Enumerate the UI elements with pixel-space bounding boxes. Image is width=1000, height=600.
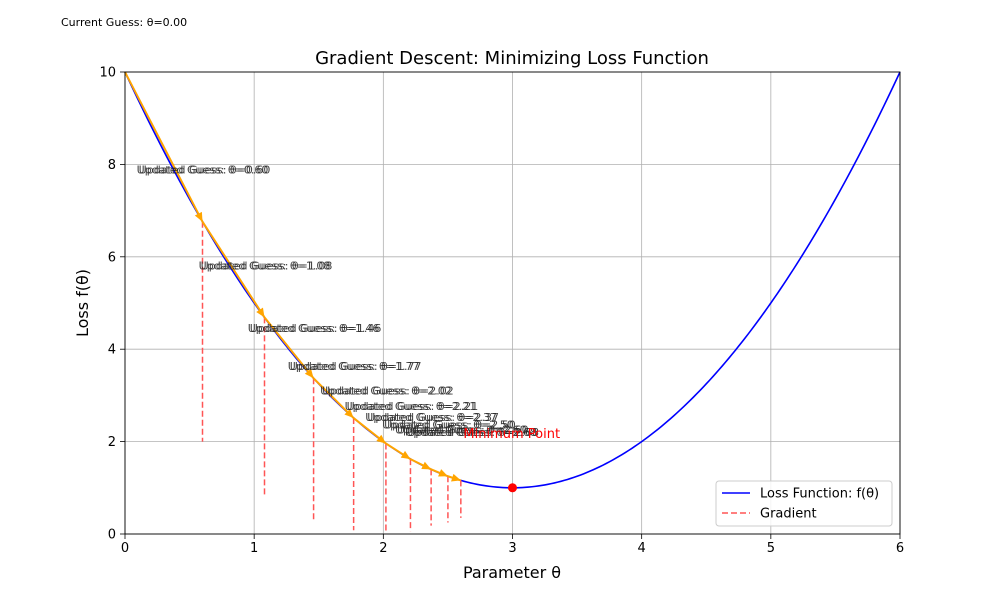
legend-label-gradient: Gradient [760,507,817,522]
axes: 0 1 2 3 4 5 6 0 2 4 6 8 10 [99,66,904,557]
descent-step-line [201,221,266,318]
update-guess-label: Updated Guess: θ=2.21 [345,400,477,413]
update-guess-label: Updated Guess: θ=2.37 [365,411,497,424]
descent-step-arrowhead [451,473,461,482]
descent-step-arrowhead [400,450,411,460]
x-tick-label: 4 [638,541,646,556]
y-tick-label: 6 [108,250,116,265]
update-guess-label: Updated Guess: θ=1.08 [201,260,333,273]
legend: Loss Function: f(θ) Gradient [715,480,893,527]
x-axis-label: Parameter θ [463,563,561,582]
update-guess-label: Updated Guess: θ=1.46 [248,322,380,335]
minimum-point-label: Minimum Point [463,427,560,442]
gradient-lines [201,221,462,532]
x-tick-label: 2 [379,541,387,556]
y-tick-label: 4 [108,343,116,358]
update-guess-label: Updated Guess: θ=2.02 [320,384,452,397]
update-guess-label: Updated Guess: θ=2.37 [367,411,499,424]
descent-step-line [124,71,204,223]
legend-label-loss: Loss Function: f(θ) [760,487,879,502]
descent-step-arrowhead [194,211,203,222]
y-tick-label: 2 [108,435,116,450]
descent-step-arrowhead [344,408,354,419]
update-guess-label: Updated Guess: θ=1.46 [250,322,382,335]
descent-step-line [263,316,315,379]
update-guess-label: Updated Guess: θ=2.50 [384,419,516,432]
descent-step-arrowhead [376,434,386,444]
update-guess-label: Updated Guess: θ=0.60 [139,164,271,177]
y-tick-label: 8 [108,158,116,173]
update-guess-label: Updated Guess: θ=2.50 [382,419,514,432]
update-guess-label: Updated Guess: θ=1.77 [288,360,420,373]
plot-frame [124,71,901,535]
grid [124,71,901,535]
legend-box [715,480,893,527]
y-tick-label: 10 [99,66,116,81]
x-tick-label: 6 [896,541,904,556]
descent-step-arrowhead [438,469,448,477]
update-guess-label: Updated Guess: θ=1.08 [199,260,331,273]
x-tick-label: 5 [767,541,775,556]
update-guess-label: Updated Guess: θ=1.77 [290,360,422,373]
update-guess-label: Updated Guess: θ=2.02 [322,384,454,397]
minimum-point-marker [508,483,517,493]
descent-step-arrowhead [304,368,314,379]
descent-step-line [312,377,355,419]
x-tick-label: 1 [250,541,258,556]
descent-steps [124,71,517,493]
x-tick-label: 3 [508,541,516,556]
y-axis-label: Loss f(θ) [73,269,92,337]
update-guess-label: Updated Guess: θ=2.68 [407,426,539,439]
update-guess-label: Updated Guess: θ=2.21 [347,400,479,413]
chart-title: Gradient Descent: Minimizing Loss Functi… [315,48,709,69]
update-guess-label: Updated Guess: θ=2.60 [395,423,527,436]
x-tick-label: 0 [121,541,129,556]
descent-step-arrowhead [421,461,432,470]
update-guess-label: Updated Guess: θ=2.60 [397,423,529,436]
update-guess-label: Updated Guess: θ=0.60 [137,164,269,177]
update-guess-label: Updated Guess: θ=2.68 [405,426,537,439]
y-tick-label: 0 [108,528,116,543]
descent-step-arrowhead [256,307,265,318]
current-guess-text: Current Guess: θ=0.00 [61,16,188,29]
